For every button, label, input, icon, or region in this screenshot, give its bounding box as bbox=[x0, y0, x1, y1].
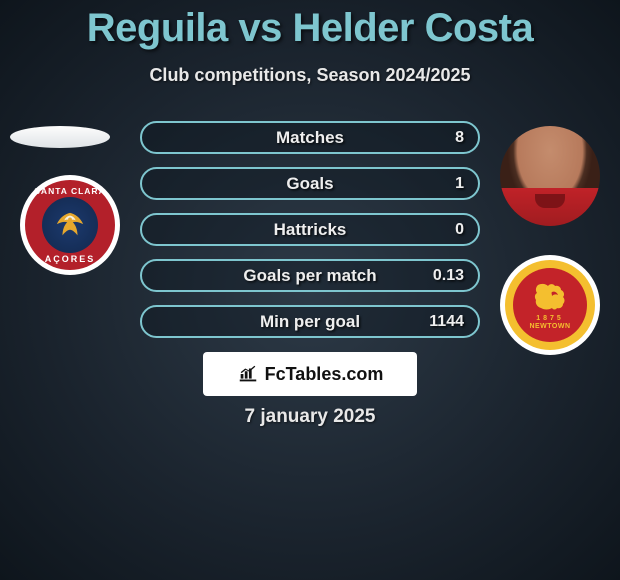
stats-container: Matches 8 Goals 1 Hattricks 0 Goals per … bbox=[140, 121, 480, 351]
stat-label: Min per goal bbox=[260, 312, 360, 332]
player-right-collar bbox=[535, 194, 565, 208]
player-right-avatar bbox=[500, 126, 600, 226]
stat-row: Hattricks 0 bbox=[140, 213, 480, 246]
stat-value-right: 1 bbox=[455, 175, 464, 193]
eagle-icon bbox=[51, 210, 89, 240]
page-subtitle: Club competitions, Season 2024/2025 bbox=[0, 65, 620, 86]
club-left-badge: SANTA CLARA AÇORES bbox=[20, 175, 120, 275]
footer-date: 7 january 2025 bbox=[0, 406, 620, 428]
stat-label: Goals per match bbox=[243, 266, 376, 286]
stat-value-right: 0 bbox=[455, 221, 464, 239]
brand-box: FcTables.com bbox=[203, 352, 417, 396]
club-right-year: 1875 bbox=[536, 315, 564, 322]
player-left-avatar bbox=[10, 126, 110, 148]
stat-label: Goals bbox=[286, 174, 333, 194]
stat-row: Goals 1 bbox=[140, 167, 480, 200]
brand-text: FcTables.com bbox=[265, 364, 384, 385]
club-left-top-text: SANTA CLARA bbox=[25, 186, 115, 196]
club-left-bottom-text: AÇORES bbox=[25, 254, 115, 264]
page-title: Reguila vs Helder Costa bbox=[0, 0, 620, 51]
stat-label: Hattricks bbox=[274, 220, 347, 240]
stat-row: Goals per match 0.13 bbox=[140, 259, 480, 292]
club-right-name: NEWTOWN bbox=[529, 323, 570, 330]
stat-label: Matches bbox=[276, 128, 344, 148]
stat-value-right: 8 bbox=[455, 129, 464, 147]
dragon-icon bbox=[530, 281, 570, 313]
stat-row: Min per goal 1144 bbox=[140, 305, 480, 338]
stat-value-right: 1144 bbox=[429, 313, 464, 331]
stat-value-right: 0.13 bbox=[433, 267, 464, 285]
chart-icon bbox=[237, 363, 259, 385]
club-right-badge: 1875 NEWTOWN bbox=[500, 255, 600, 355]
stat-row: Matches 8 bbox=[140, 121, 480, 154]
